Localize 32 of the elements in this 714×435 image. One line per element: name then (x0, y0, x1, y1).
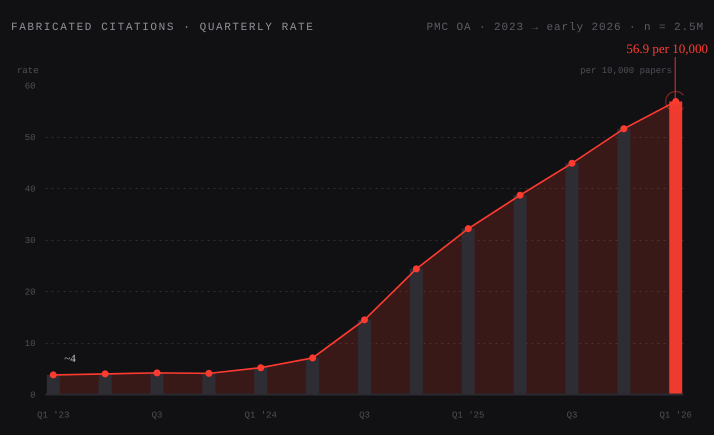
annotation: ~4 (64, 352, 76, 365)
x-tick-label: Q3 (152, 410, 162, 420)
x-tick-label: Q1 '25 (452, 410, 484, 420)
y-tick-label: 50 (24, 133, 36, 143)
chart-subtitle: PMC OA · 2023 → early 2026 · n = 2.5M (426, 21, 704, 36)
point (412, 265, 420, 272)
point (309, 354, 316, 362)
x-tick-label: Q1 '26 (660, 410, 692, 420)
y-tick-label: 10 (24, 339, 36, 349)
y-tick-label: 30 (24, 236, 36, 246)
y-tick-label: 0 (30, 390, 36, 400)
text: per 10,000 papers (580, 65, 672, 78)
y-tick-label: 20 (24, 288, 36, 298)
annotation: 56.9 per 10,000 (626, 40, 708, 58)
point (568, 160, 576, 167)
y-tick-label: 60 (24, 82, 36, 92)
point (154, 369, 161, 376)
point (50, 371, 57, 378)
point (620, 125, 628, 132)
x-tick-label: Q1 '23 (37, 410, 70, 420)
point (464, 225, 472, 232)
point (257, 364, 264, 372)
point (361, 316, 368, 324)
x-tick-label: Q3 (566, 410, 578, 420)
x-tick-label: Q3 (359, 410, 370, 420)
y-tick-label: 40 (24, 184, 36, 194)
x-tick-label: Q1 '24 (244, 410, 277, 420)
y-axis-title: rate (17, 65, 39, 78)
chart-title: FABRICATED CITATIONS · QUARTERLY RATE (11, 21, 314, 36)
point (205, 370, 212, 377)
point (102, 370, 109, 378)
point (516, 192, 524, 199)
